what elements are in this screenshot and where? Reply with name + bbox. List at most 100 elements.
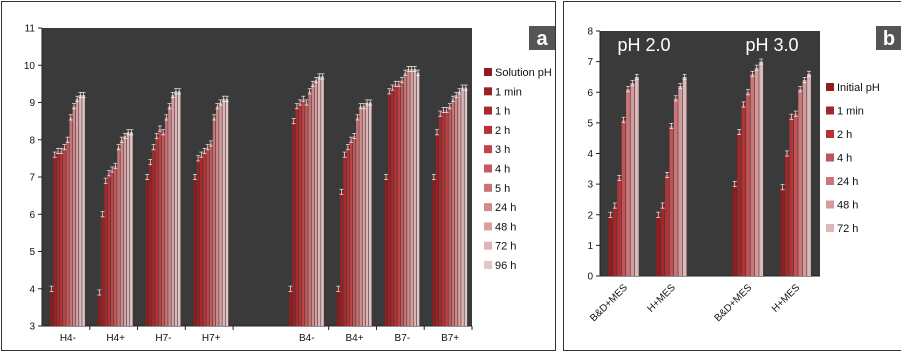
bar <box>798 89 803 276</box>
y-tick-label: 8 <box>29 135 35 146</box>
bar <box>101 214 104 326</box>
x-category-label: B&D+MES <box>713 282 755 324</box>
y-tick-label: 8 <box>587 27 593 38</box>
bar <box>438 113 442 326</box>
y-tick-label: 5 <box>587 118 593 129</box>
bar <box>110 169 114 326</box>
y-tick-label: 11 <box>25 24 36 35</box>
bar <box>368 102 372 326</box>
bar <box>737 132 742 276</box>
bar <box>63 147 66 326</box>
legend-label: Solution pH <box>495 67 552 79</box>
bar <box>780 187 785 276</box>
legend-label: Initial pH <box>837 82 880 94</box>
bar <box>130 132 133 326</box>
bar <box>432 177 436 326</box>
bar <box>168 106 171 326</box>
group-label: pH 3.0 <box>745 35 798 55</box>
bar <box>72 106 76 326</box>
bar <box>216 106 219 326</box>
bar <box>612 205 617 276</box>
bar <box>123 136 127 326</box>
legend-swatch <box>484 87 492 96</box>
group-label: pH 2.0 <box>617 35 670 55</box>
bar <box>673 98 678 276</box>
bar <box>617 178 622 276</box>
bar <box>219 102 222 326</box>
bar <box>400 80 404 327</box>
chart-b-svg: 0 1 2 3 4 5 6 7 8 B&D+MES H+MES B&D+MES H+MES Initial… <box>587 26 901 324</box>
bar <box>621 119 626 276</box>
y-tick-label: 5 <box>29 247 35 258</box>
y-tick-label: 0 <box>587 272 593 283</box>
bar <box>301 98 305 327</box>
bar <box>394 83 397 326</box>
legend-swatch <box>484 125 492 134</box>
bar <box>807 73 811 276</box>
bar <box>403 72 407 326</box>
legend-swatch <box>484 145 492 154</box>
bar <box>120 139 124 326</box>
x-category-label: H+MES <box>646 282 679 315</box>
legend-label: 72 h <box>495 241 516 253</box>
bar <box>340 191 343 326</box>
bar <box>53 154 57 326</box>
bar <box>461 87 464 326</box>
bar <box>630 83 635 276</box>
y-tick-label: 10 <box>24 61 36 72</box>
bar <box>464 87 468 326</box>
legend-label: 2 h <box>495 125 510 137</box>
bar <box>66 139 69 326</box>
legend-label: 72 h <box>837 223 858 235</box>
bar <box>678 86 683 276</box>
bar <box>193 177 197 326</box>
legend-label: 4 h <box>837 153 852 165</box>
bar <box>407 68 410 326</box>
bar <box>200 154 203 326</box>
bar <box>660 205 665 276</box>
legend-swatch <box>484 203 492 212</box>
legend-label: 1 min <box>495 86 522 98</box>
bar <box>75 98 79 327</box>
y-tick-label: 2 <box>587 210 593 221</box>
bar <box>289 288 292 326</box>
bar <box>362 106 366 326</box>
bar <box>311 83 315 326</box>
bar <box>759 61 764 276</box>
bar <box>107 173 111 326</box>
legend-swatch <box>826 106 834 115</box>
bar <box>384 177 388 326</box>
bar <box>343 154 346 326</box>
bar <box>69 117 73 327</box>
bar <box>451 98 455 327</box>
legend-label: 5 h <box>495 183 510 195</box>
bar <box>746 92 750 276</box>
x-category-label: H4- <box>60 333 76 344</box>
bar <box>608 214 613 276</box>
legend-swatch <box>826 200 834 209</box>
legend-swatch <box>826 224 834 232</box>
legend-label: 24 h <box>495 202 516 214</box>
x-category-label: H7- <box>155 333 171 344</box>
bar <box>317 76 321 326</box>
panel-label: a <box>536 28 548 50</box>
bar <box>454 95 458 326</box>
bar <box>391 87 394 326</box>
chart-a-svg: 3 4 5 6 7 8 9 10 11 H4- H4+ H7- H7+ B4- B4+ B7- B7+ Solut… <box>24 24 555 344</box>
bar <box>158 128 162 326</box>
bar <box>196 158 200 326</box>
y-tick-label: 7 <box>587 57 593 68</box>
bar <box>346 147 350 326</box>
y-tick-label: 9 <box>29 98 35 109</box>
bar <box>626 89 630 276</box>
panel-label: b <box>883 28 895 50</box>
bar <box>435 132 439 326</box>
bar <box>165 117 168 327</box>
bar <box>387 91 391 326</box>
bar <box>785 153 789 276</box>
bar <box>356 117 359 327</box>
bar <box>117 147 120 326</box>
bar <box>314 80 318 327</box>
bar <box>56 150 60 326</box>
legend-label: 24 h <box>837 176 858 188</box>
